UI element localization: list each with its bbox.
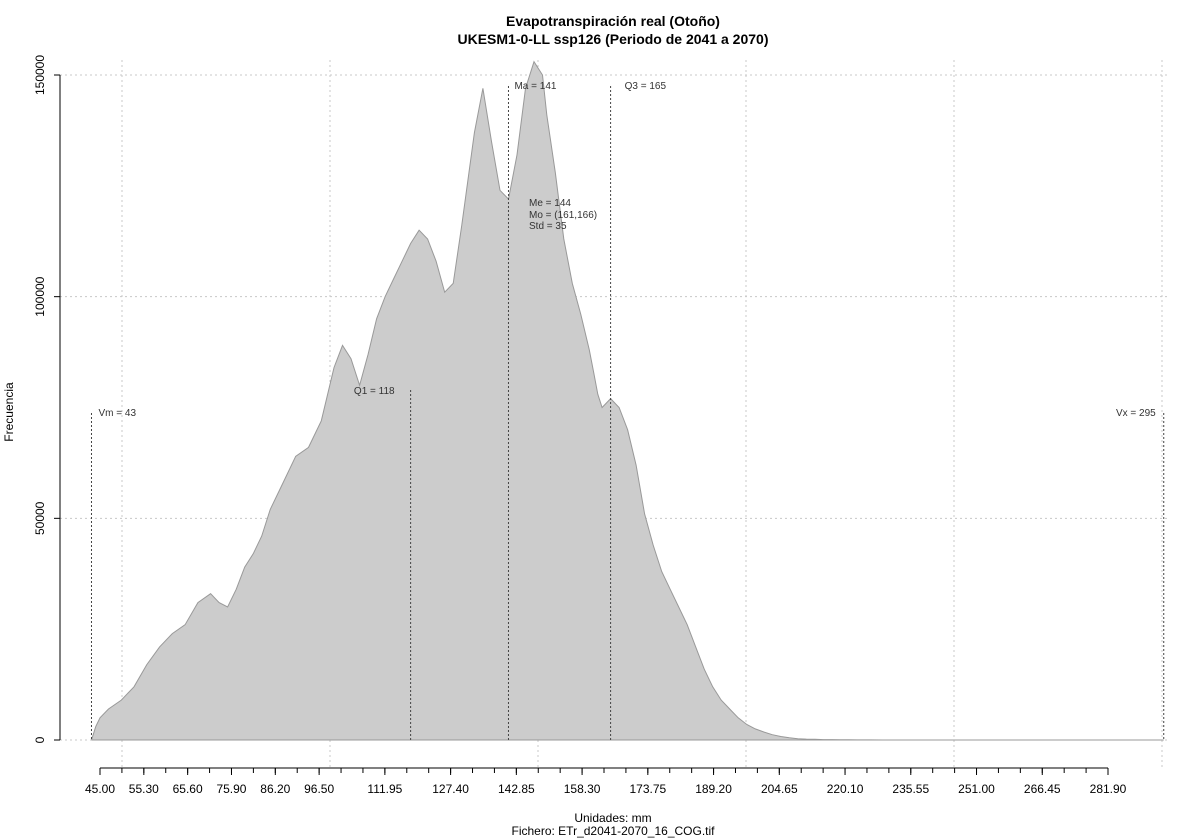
chart-title: Evapotranspiración real (Otoño) <box>506 13 720 29</box>
stats-box: Me = 144 Mo = (161,166) Std = 35 <box>529 198 597 232</box>
x-tick-label: 75.90 <box>216 782 246 796</box>
y-tick-label: 50000 <box>33 501 47 535</box>
plot-area <box>91 60 1164 741</box>
x-tick-label: 220.10 <box>827 782 864 796</box>
axes: 0 50000 100000 150000 45.00 55.30 65.60 75.90 86… <box>33 55 1127 796</box>
marker-label: Vx = 295 <box>1116 408 1156 419</box>
chart-subtitle: UKESM1-0-LL ssp126 (Periodo de 2041 a 20… <box>458 31 769 47</box>
x-tick-label: 204.65 <box>761 782 798 796</box>
x-tick-label: 266.45 <box>1024 782 1061 796</box>
x-tick-label: 65.60 <box>173 782 203 796</box>
x-tick-label: 189.20 <box>695 782 732 796</box>
density-area <box>91 60 1164 741</box>
marker-label: Ma = 141 <box>514 81 556 92</box>
y-tick-label: 150000 <box>33 55 47 95</box>
x-tick-label: 96.50 <box>304 782 334 796</box>
stat-std: Std = 35 <box>529 221 567 232</box>
marker-label: Q3 = 165 <box>625 81 667 92</box>
marker-label: Q1 = 118 <box>354 386 395 397</box>
x-tick-label: 173.75 <box>629 782 666 796</box>
file-caption: Fichero: ETr_d2041-2070_16_COG.tif <box>512 824 716 838</box>
x-tick-label: 281.90 <box>1090 782 1127 796</box>
x-tick-label: 45.00 <box>85 782 115 796</box>
x-tick-label: 251.00 <box>958 782 995 796</box>
x-tick-label: 142.85 <box>498 782 535 796</box>
x-tick-label: 235.55 <box>892 782 929 796</box>
x-axis-label: Unidades: mm <box>574 811 651 825</box>
x-tick-label: 158.30 <box>564 782 601 796</box>
y-tick-label: 0 <box>33 736 47 743</box>
x-tick-label: 127.40 <box>432 782 469 796</box>
stat-median: Me = 144 <box>529 198 571 209</box>
marker-label: Vm = 43 <box>98 408 136 419</box>
y-tick-label: 100000 <box>33 276 47 316</box>
stat-mode: Mo = (161,166) <box>529 210 597 221</box>
y-axis-label: Frecuencia <box>2 382 16 442</box>
x-tick-label: 86.20 <box>260 782 290 796</box>
x-tick-label: 55.30 <box>129 782 159 796</box>
annotations: Vm = 43 Q1 = 118 Ma = 141 Q3 = 165 Vx = 295 <box>90 81 1165 740</box>
x-tick-label: 111.95 <box>367 782 402 796</box>
